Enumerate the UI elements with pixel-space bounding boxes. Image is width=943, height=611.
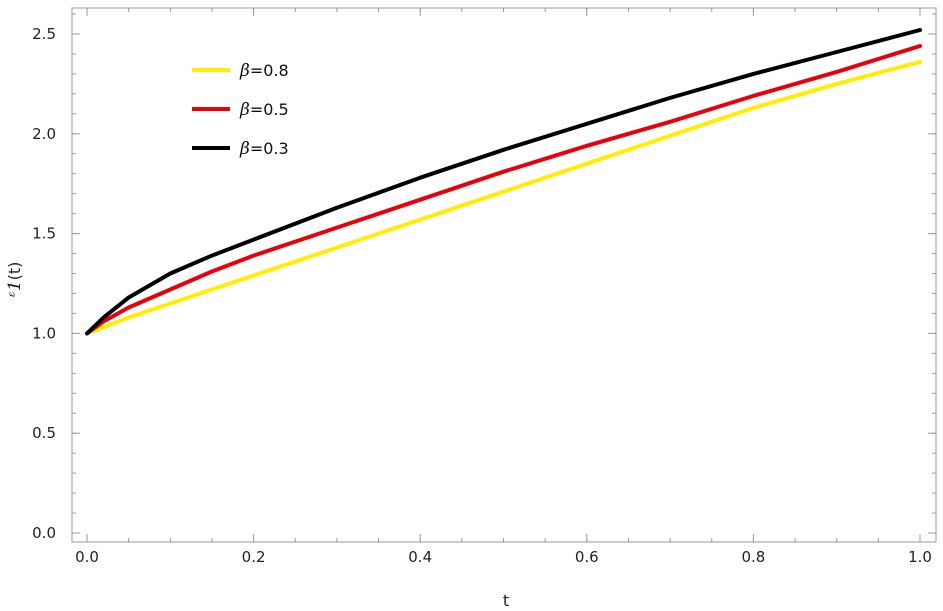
legend-label-greek: β — [239, 139, 250, 159]
x-tick-labels: 0.0 0.2 0.4 0.6 0.8 1.0 — [75, 548, 932, 566]
y-tick-label: 0.5 — [32, 424, 56, 442]
y-tick-label: 2.5 — [32, 25, 56, 43]
series-line — [85, 44, 922, 336]
legend: β=0.8β=0.5β=0.3 — [192, 61, 289, 159]
svg-text:ᵋ1(t): ᵋ1(t) — [5, 262, 25, 299]
legend-label: β=0.8 — [239, 61, 289, 81]
legend-label-value: =0.3 — [250, 139, 289, 158]
x-tick-label: 0.6 — [575, 548, 599, 566]
x-tick-label: 0.4 — [408, 548, 432, 566]
y-axis-label-arg: (t) — [5, 262, 24, 281]
y-tick-label: 0.0 — [32, 524, 56, 542]
legend-label-value: =0.8 — [250, 61, 289, 80]
tick-marks — [72, 8, 936, 542]
legend-label-value: =0.5 — [250, 100, 289, 119]
x-axis-label: t — [503, 591, 509, 610]
x-tick-label: 1.0 — [908, 548, 932, 566]
x-tick-label: 0.2 — [242, 548, 266, 566]
series-lines — [85, 28, 922, 336]
legend-label-greek: β — [239, 100, 250, 120]
series-line — [85, 59, 922, 336]
y-tick-label: 1.0 — [32, 324, 56, 342]
legend-label-greek: β — [239, 61, 250, 81]
y-tick-label: 2.0 — [32, 125, 56, 143]
y-tick-labels: 0.0 0.5 1.0 1.5 2.0 2.5 — [32, 25, 56, 542]
y-tick-label: 1.5 — [32, 225, 56, 243]
x-tick-label: 0.8 — [741, 548, 765, 566]
legend-label: β=0.5 — [239, 100, 289, 120]
legend-label: β=0.3 — [239, 139, 289, 159]
x-tick-label: 0.0 — [75, 548, 99, 566]
y-axis-label: ᵋ1(t) — [5, 262, 25, 299]
y-axis-label-symbol: ᵋ1 — [5, 280, 25, 298]
series-line — [85, 28, 922, 336]
